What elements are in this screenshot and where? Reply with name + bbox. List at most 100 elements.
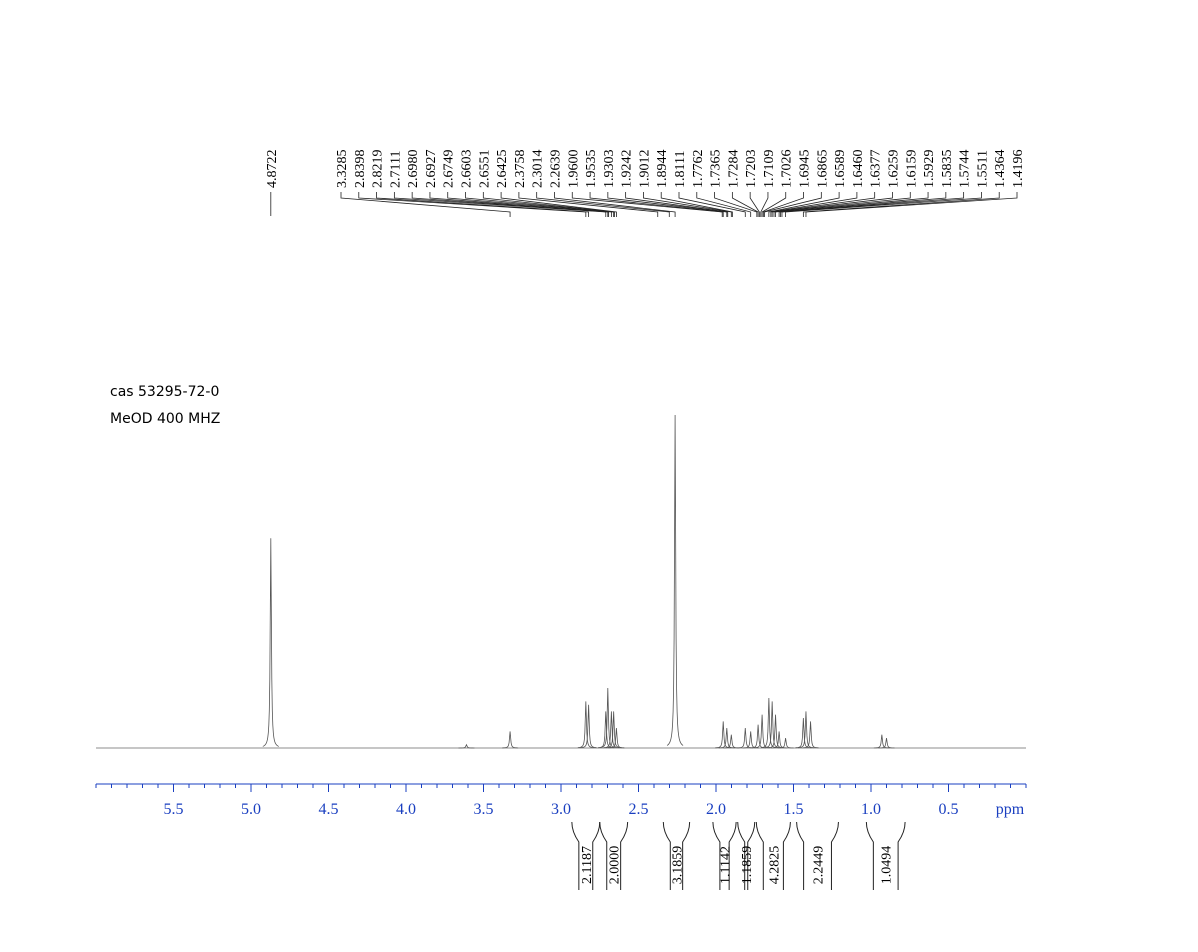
peak-connector	[358, 192, 587, 217]
peak-connector	[429, 192, 610, 217]
signal-peak	[715, 721, 732, 749]
peak-connector	[760, 192, 769, 217]
peak-label: 1.5929	[922, 150, 937, 189]
peak-connector	[805, 192, 1018, 217]
peak-connector	[780, 192, 947, 217]
peak-connector	[607, 192, 728, 217]
peak-label: 2.8219	[371, 150, 386, 189]
integral-label: 2.2449	[812, 846, 827, 885]
peak-connector	[411, 192, 609, 217]
peak-connector	[775, 192, 911, 217]
signal-peak	[666, 414, 684, 746]
peak-label: 2.6749	[442, 150, 457, 189]
peak-connector	[589, 192, 724, 217]
peak-connector	[749, 192, 760, 217]
x-tick-label: 3.0	[551, 801, 571, 818]
peak-label: 1.6460	[851, 150, 866, 189]
integral-bracket	[755, 821, 791, 890]
peak-label: 1.9303	[602, 150, 617, 189]
peak-label: 1.6945	[798, 150, 813, 189]
peak-connector	[802, 192, 1000, 217]
integral-label: 1.0494	[880, 846, 895, 885]
x-tick-label: 1.0	[861, 801, 881, 818]
integral-bracket	[865, 821, 906, 890]
signal-peak	[750, 724, 767, 749]
peak-label: 1.7284	[726, 150, 741, 189]
peak-connector	[761, 192, 787, 217]
peak-connector	[482, 192, 615, 217]
peak-connector	[771, 192, 876, 217]
peak-label: 2.7111	[388, 151, 403, 188]
integral-bracket	[662, 821, 691, 890]
peak-connector	[376, 192, 590, 217]
signal-peak	[802, 721, 819, 749]
peak-label: 2.3758	[513, 150, 528, 189]
peak-connector	[447, 192, 612, 217]
signal-peak	[760, 698, 777, 749]
integral-label: 2.0000	[608, 846, 623, 885]
integral-bracket	[712, 821, 737, 890]
peak-connector	[660, 192, 733, 217]
integral-label: 1.1142	[719, 846, 734, 884]
peak-label: 2.6980	[406, 150, 421, 189]
x-tick-label: 4.5	[319, 801, 339, 818]
peak-label: 4.8722	[265, 150, 280, 189]
peak-label: 1.5835	[940, 150, 955, 189]
peak-connector	[762, 192, 804, 217]
signal-peak	[723, 734, 740, 749]
peak-label: 2.6551	[477, 150, 492, 189]
signal-peak	[873, 734, 890, 749]
peak-connector	[773, 192, 893, 217]
x-tick-label: 2.0	[706, 801, 726, 818]
peak-connector	[643, 192, 732, 217]
peak-label: 1.9600	[566, 150, 581, 189]
integral-label: 2.1187	[580, 846, 595, 884]
x-tick-label: 5.0	[241, 801, 261, 818]
peak-connector	[393, 192, 607, 217]
signal-peak	[777, 737, 794, 749]
integral-bracket	[796, 821, 839, 890]
peak-label: 1.4196	[1011, 150, 1026, 189]
annotation: MeOD 400 MHZ	[110, 411, 220, 427]
peak-connector	[764, 192, 822, 217]
integral-bracket	[737, 821, 756, 890]
x-tick-label: 2.5	[629, 801, 649, 818]
peak-label: 2.6425	[495, 150, 510, 189]
x-tick-label: 5.5	[164, 801, 184, 818]
peak-label: 1.6159	[904, 150, 919, 189]
peak-label: 1.6589	[833, 150, 848, 189]
signal-peak	[608, 727, 625, 749]
peak-label: 2.6927	[424, 150, 439, 189]
peak-label: 1.4364	[993, 150, 1008, 189]
peak-connector	[554, 192, 676, 217]
x-tick-label: 0.5	[939, 801, 959, 818]
x-tick-label: 1.5	[784, 801, 804, 818]
peak-label: 1.7762	[691, 150, 706, 189]
signal-peak	[771, 731, 788, 749]
peak-connector	[536, 192, 670, 217]
peak-connector	[500, 192, 617, 217]
integral-bracket	[599, 821, 629, 890]
integral-label: 4.2825	[767, 846, 782, 885]
integral-label: 1.1859	[740, 846, 755, 885]
peak-connector	[778, 192, 929, 217]
peak-connector	[731, 192, 759, 217]
signal-peak	[605, 711, 622, 749]
signal-peak	[754, 714, 771, 749]
signal-peak	[262, 538, 279, 747]
integral-label: 3.1859	[670, 846, 685, 885]
peak-label: 1.5511	[975, 150, 990, 188]
annotation: cas 53295-72-0	[110, 384, 219, 400]
peak-connector	[768, 192, 840, 217]
x-axis-label: ppm	[996, 801, 1025, 818]
peak-connector	[781, 192, 965, 217]
x-tick-label: 4.0	[396, 801, 416, 818]
peak-connector	[770, 192, 858, 217]
signal-peak	[577, 701, 594, 749]
peak-connector	[518, 192, 659, 217]
peak-label: 1.7203	[744, 150, 759, 189]
peak-label: 1.6259	[886, 150, 901, 189]
x-tick-label: 3.5	[474, 801, 494, 818]
peak-label: 1.7109	[762, 150, 777, 189]
peak-label: 1.8944	[655, 150, 670, 189]
